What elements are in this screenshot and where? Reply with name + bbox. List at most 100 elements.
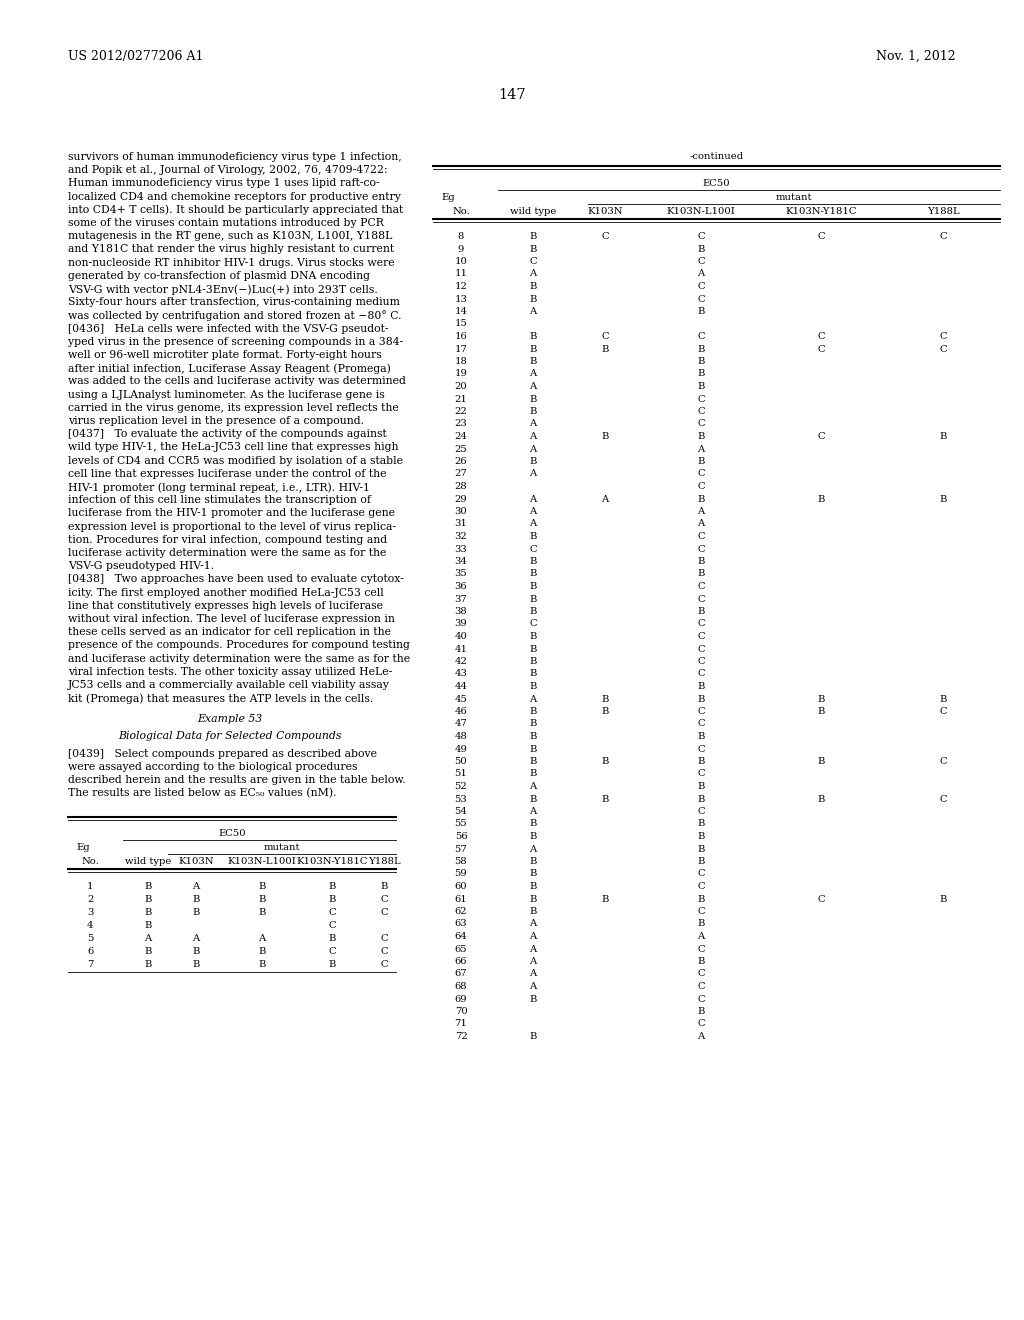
Text: B: B: [529, 345, 537, 354]
Text: The results are listed below as EC₅₀ values (nM).: The results are listed below as EC₅₀ val…: [68, 788, 337, 799]
Text: 63: 63: [455, 920, 467, 928]
Text: 72: 72: [455, 1032, 467, 1041]
Text: mutant: mutant: [776, 193, 812, 202]
Text: 14: 14: [455, 308, 468, 315]
Text: [0439]   Select compounds prepared as described above: [0439] Select compounds prepared as desc…: [68, 748, 377, 759]
Text: EC50: EC50: [702, 180, 730, 187]
Text: B: B: [697, 845, 705, 854]
Text: B: B: [601, 895, 608, 903]
Text: 46: 46: [455, 708, 467, 715]
Text: without viral infection. The level of luciferase expression in: without viral infection. The level of lu…: [68, 614, 395, 624]
Text: C: C: [697, 708, 705, 715]
Text: B: B: [529, 607, 537, 616]
Text: K103N: K103N: [587, 207, 623, 216]
Text: B: B: [697, 733, 705, 741]
Text: mutagenesis in the RT gene, such as K103N, L100I, Y188L: mutagenesis in the RT gene, such as K103…: [68, 231, 392, 242]
Text: B: B: [601, 694, 608, 704]
Text: A: A: [529, 845, 537, 854]
Text: C: C: [380, 935, 388, 944]
Text: B: B: [258, 948, 265, 956]
Text: B: B: [817, 708, 824, 715]
Text: B: B: [529, 719, 537, 729]
Text: 51: 51: [455, 770, 467, 779]
Text: 67: 67: [455, 969, 467, 978]
Text: Y188L: Y188L: [368, 857, 400, 866]
Text: B: B: [529, 907, 537, 916]
Text: viral infection tests. The other toxicity assay utilized HeLe-: viral infection tests. The other toxicit…: [68, 667, 392, 677]
Text: A: A: [193, 882, 200, 891]
Text: Human immunodeficiency virus type 1 uses lipid raft-co-: Human immunodeficiency virus type 1 uses…: [68, 178, 380, 189]
Text: B: B: [193, 908, 200, 917]
Text: line that constitutively expresses high levels of luciferase: line that constitutively expresses high …: [68, 601, 383, 611]
Text: B: B: [529, 895, 537, 903]
Text: C: C: [697, 544, 705, 553]
Text: 33: 33: [455, 544, 467, 553]
Text: B: B: [697, 832, 705, 841]
Text: B: B: [529, 557, 537, 566]
Text: C: C: [817, 333, 824, 341]
Text: and Y181C that render the virus highly resistant to current: and Y181C that render the virus highly r…: [68, 244, 394, 255]
Text: B: B: [817, 694, 824, 704]
Text: 45: 45: [455, 694, 467, 704]
Text: B: B: [529, 870, 537, 879]
Text: A: A: [529, 957, 537, 966]
Text: C: C: [697, 532, 705, 541]
Text: 37: 37: [455, 594, 467, 603]
Text: luciferase from the HIV-1 promoter and the luciferase gene: luciferase from the HIV-1 promoter and t…: [68, 508, 395, 519]
Text: C: C: [529, 544, 537, 553]
Text: A: A: [529, 982, 537, 991]
Text: C: C: [697, 882, 705, 891]
Text: B: B: [529, 294, 537, 304]
Text: presence of the compounds. Procedures for compound testing: presence of the compounds. Procedures fo…: [68, 640, 410, 651]
Text: C: C: [697, 470, 705, 479]
Text: B: B: [529, 657, 537, 667]
Text: 53: 53: [455, 795, 467, 804]
Text: 70: 70: [455, 1007, 467, 1016]
Text: into CD4+ T cells). It should be particularly appreciated that: into CD4+ T cells). It should be particu…: [68, 205, 403, 215]
Text: B: B: [529, 795, 537, 804]
Text: C: C: [380, 960, 388, 969]
Text: 12: 12: [455, 282, 467, 290]
Text: A: A: [529, 969, 537, 978]
Text: C: C: [817, 432, 824, 441]
Text: A: A: [697, 507, 705, 516]
Text: these cells served as an indicator for cell replication in the: these cells served as an indicator for c…: [68, 627, 391, 638]
Text: C: C: [697, 619, 705, 628]
Text: B: B: [601, 432, 608, 441]
Text: C: C: [697, 770, 705, 779]
Text: C: C: [328, 908, 336, 917]
Text: B: B: [380, 882, 388, 891]
Text: B: B: [144, 882, 152, 891]
Text: mutant: mutant: [264, 843, 300, 853]
Text: C: C: [601, 232, 609, 242]
Text: B: B: [697, 694, 705, 704]
Text: C: C: [697, 669, 705, 678]
Text: C: C: [529, 619, 537, 628]
Text: 13: 13: [455, 294, 467, 304]
Text: 1: 1: [87, 882, 93, 891]
Text: A: A: [529, 694, 537, 704]
Text: C: C: [697, 407, 705, 416]
Text: Example 53: Example 53: [198, 714, 262, 725]
Text: K103N-Y181C: K103N-Y181C: [296, 857, 368, 866]
Text: 19: 19: [455, 370, 467, 379]
Text: B: B: [697, 857, 705, 866]
Text: B: B: [529, 282, 537, 290]
Text: 16: 16: [455, 333, 467, 341]
Text: B: B: [529, 594, 537, 603]
Text: 60: 60: [455, 882, 467, 891]
Text: B: B: [329, 895, 336, 904]
Text: Y188L: Y188L: [927, 207, 959, 216]
Text: C: C: [697, 395, 705, 404]
Text: B: B: [697, 820, 705, 829]
Text: B: B: [529, 582, 537, 591]
Text: B: B: [697, 682, 705, 690]
Text: 18: 18: [455, 356, 467, 366]
Text: A: A: [529, 495, 537, 503]
Text: B: B: [939, 432, 946, 441]
Text: A: A: [529, 370, 537, 379]
Text: and Popik et al., Journal of Virology, 2002, 76, 4709-4722:: and Popik et al., Journal of Virology, 2…: [68, 165, 388, 176]
Text: JC53 cells and a commercially available cell viability assay: JC53 cells and a commercially available …: [68, 680, 390, 690]
Text: B: B: [697, 569, 705, 578]
Text: 62: 62: [455, 907, 467, 916]
